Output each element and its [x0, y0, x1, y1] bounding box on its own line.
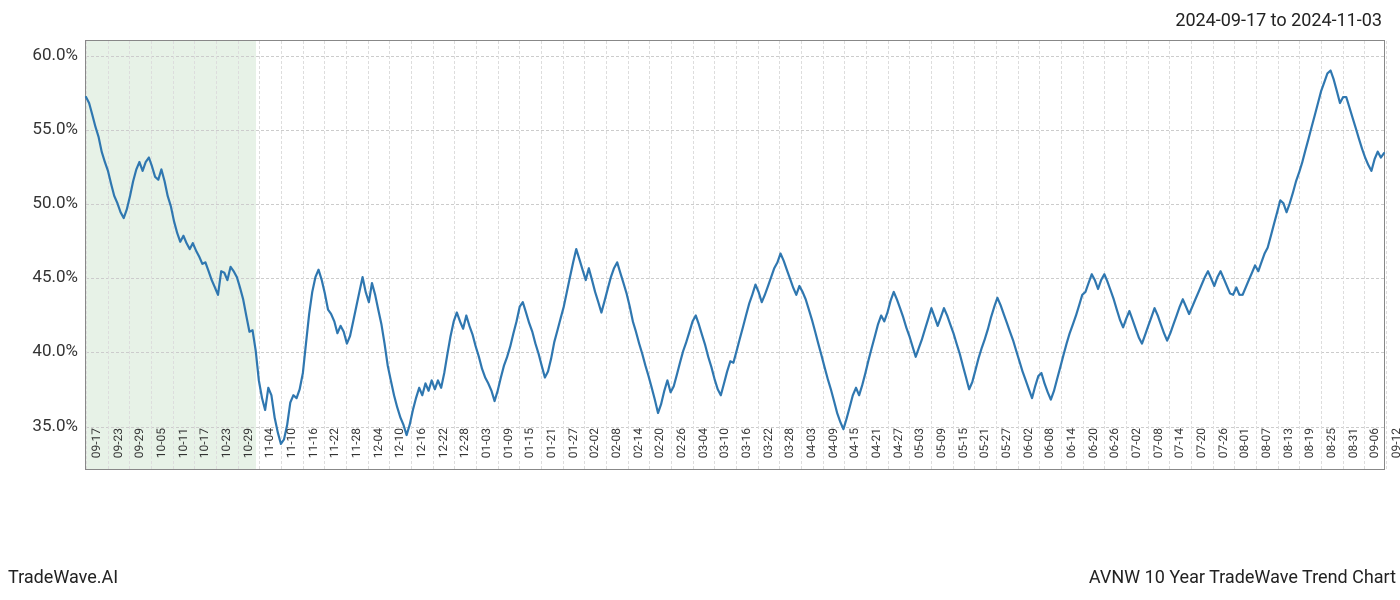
x-tick-label: 02-02	[587, 428, 601, 478]
x-tick-label: 09-06	[1367, 428, 1381, 478]
x-tick-label: 11-28	[349, 428, 363, 478]
x-tick-label: 08-19	[1302, 428, 1316, 478]
x-tick-label: 03-28	[782, 428, 796, 478]
x-tick-label: 06-08	[1042, 428, 1056, 478]
plot-area	[85, 40, 1385, 470]
x-tick-label: 07-26	[1216, 428, 1230, 478]
x-tick-label: 04-09	[826, 428, 840, 478]
x-tick-label: 06-26	[1107, 428, 1121, 478]
x-tick-label: 01-27	[566, 428, 580, 478]
x-tick-label: 02-14	[631, 428, 645, 478]
x-tick-label: 06-14	[1064, 428, 1078, 478]
x-tick-label: 01-03	[479, 428, 493, 478]
y-tick-label: 40.0%	[32, 341, 78, 361]
x-tick-label: 07-14	[1172, 428, 1186, 478]
x-tick-label: 09-29	[132, 428, 146, 478]
x-tick-label: 05-15	[956, 428, 970, 478]
y-tick-label: 35.0%	[32, 416, 78, 436]
x-tick-label: 03-16	[739, 428, 753, 478]
x-tick-label: 09-12	[1389, 428, 1400, 478]
date-range-label: 2024-09-17 to 2024-11-03	[1175, 10, 1382, 31]
x-tick-label: 12-16	[414, 428, 428, 478]
x-tick-label: 12-22	[436, 428, 450, 478]
x-tick-label: 04-21	[869, 428, 883, 478]
x-tick-label: 03-22	[761, 428, 775, 478]
x-tick-label: 08-13	[1281, 428, 1295, 478]
x-tick-label: 03-10	[717, 428, 731, 478]
x-tick-label: 06-20	[1086, 428, 1100, 478]
y-tick-label: 55.0%	[32, 119, 78, 139]
x-tick-label: 10-23	[219, 428, 233, 478]
x-tick-label: 08-31	[1346, 428, 1360, 478]
footer-brand: TradeWave.AI	[8, 567, 118, 588]
x-tick-label: 11-10	[284, 428, 298, 478]
x-tick-label: 04-27	[891, 428, 905, 478]
x-tick-label: 11-22	[327, 428, 341, 478]
x-tick-label: 03-04	[696, 428, 710, 478]
x-tick-label: 02-08	[609, 428, 623, 478]
x-tick-label: 09-23	[111, 428, 125, 478]
x-tick-label: 05-09	[934, 428, 948, 478]
v-gridline	[1386, 41, 1387, 469]
x-tick-label: 01-09	[501, 428, 515, 478]
x-tick-label: 10-29	[241, 428, 255, 478]
y-tick-label: 45.0%	[32, 267, 78, 287]
x-tick-label: 09-17	[89, 428, 103, 478]
x-tick-label: 11-04	[262, 428, 276, 478]
x-tick-label: 05-27	[999, 428, 1013, 478]
x-tick-label: 10-11	[176, 428, 190, 478]
y-tick-label: 60.0%	[32, 45, 78, 65]
x-tick-label: 01-21	[544, 428, 558, 478]
x-tick-label: 07-20	[1194, 428, 1208, 478]
y-tick-label: 50.0%	[32, 193, 78, 213]
x-tick-label: 05-03	[912, 428, 926, 478]
x-tick-label: 12-04	[371, 428, 385, 478]
chart-container	[85, 40, 1385, 470]
x-tick-label: 02-20	[652, 428, 666, 478]
x-tick-label: 10-05	[154, 428, 168, 478]
trend-line	[86, 41, 1384, 469]
x-tick-label: 08-07	[1259, 428, 1273, 478]
x-tick-label: 04-03	[804, 428, 818, 478]
x-tick-label: 06-02	[1021, 428, 1035, 478]
x-tick-label: 10-17	[197, 428, 211, 478]
x-tick-label: 12-28	[457, 428, 471, 478]
x-tick-label: 01-15	[522, 428, 536, 478]
x-tick-label: 05-21	[977, 428, 991, 478]
x-tick-label: 12-10	[392, 428, 406, 478]
x-tick-label: 04-15	[847, 428, 861, 478]
x-tick-label: 07-08	[1151, 428, 1165, 478]
x-tick-label: 07-02	[1129, 428, 1143, 478]
x-tick-label: 08-25	[1324, 428, 1338, 478]
x-tick-label: 11-16	[306, 428, 320, 478]
x-tick-label: 08-01	[1237, 428, 1251, 478]
footer-title: AVNW 10 Year TradeWave Trend Chart	[1089, 567, 1396, 588]
x-tick-label: 02-26	[674, 428, 688, 478]
